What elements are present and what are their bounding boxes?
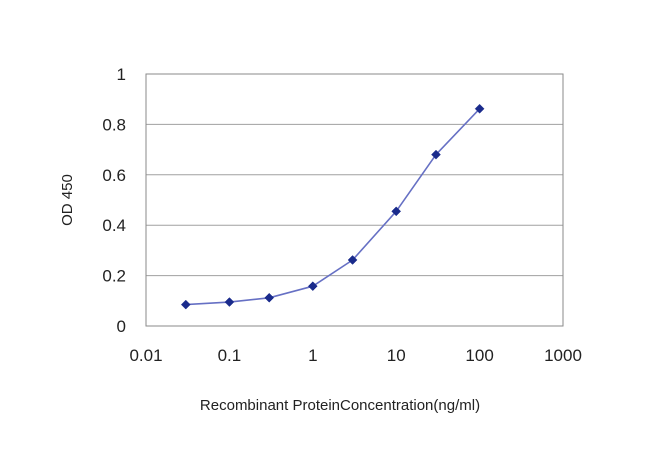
y-tick-label: 0 <box>117 317 126 336</box>
y-axis-ticks: 0 0.2 0.4 0.6 0.8 1 <box>102 65 126 336</box>
y-tick-label: 0.4 <box>102 216 126 235</box>
x-tick-label: 100 <box>465 346 493 365</box>
y-tick-label: 0.8 <box>102 115 126 134</box>
series-line <box>185 108 481 306</box>
data-point <box>264 292 275 303</box>
data-point <box>431 149 441 160</box>
y-tick-label: 0.2 <box>102 267 126 286</box>
data-point <box>391 206 402 217</box>
data-point <box>224 297 235 307</box>
plot-area <box>145 73 564 327</box>
data-point <box>347 255 358 265</box>
y-tick-label: 0.6 <box>102 166 126 185</box>
data-point <box>180 299 191 310</box>
series-layer <box>180 103 485 310</box>
x-axis-title: Recombinant ProteinConcentration(ng/ml) <box>200 397 480 414</box>
data-point <box>307 281 318 292</box>
gridlines <box>146 123 563 277</box>
x-tick-label: 0.01 <box>129 346 162 365</box>
y-tick-label: 1 <box>117 65 126 84</box>
x-axis-ticks: 0.01 0.1 1 10 100 1000 <box>129 346 581 365</box>
y-axis-title: OD 450 <box>59 174 76 226</box>
x-tick-label: 10 <box>387 346 406 365</box>
x-tick-label: 1 <box>308 346 317 365</box>
x-tick-label: 0.1 <box>218 346 242 365</box>
x-tick-label: 1000 <box>544 346 582 365</box>
data-point <box>474 103 485 114</box>
